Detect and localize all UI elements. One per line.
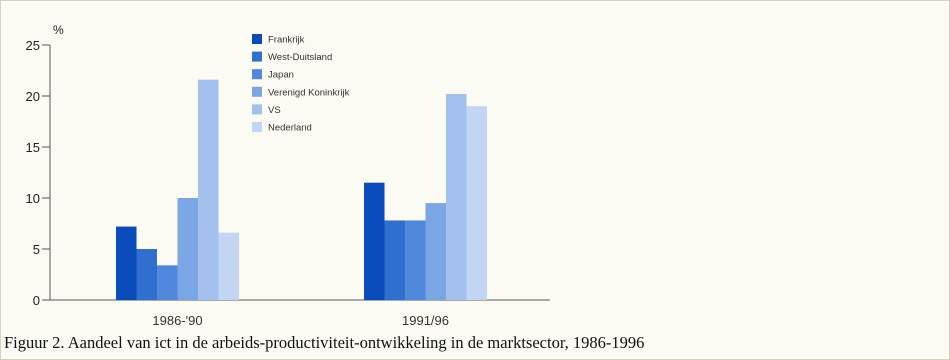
y-tick-label: 15 (26, 140, 40, 155)
figure-caption: Figuur 2. Aandeel van ict in de arbeids-… (4, 333, 645, 352)
bar (405, 220, 426, 300)
y-axis: % 0 5 10 15 20 25 (26, 23, 64, 308)
y-tick-label: 20 (26, 89, 40, 104)
bar (218, 232, 239, 300)
bar (446, 93, 467, 301)
x-axis: 1986-'90 1991/96 (50, 299, 550, 328)
legend: Frankrijk West-Duitsland Japan Verenigd Kon… (252, 34, 350, 134)
legend-item: VS (252, 104, 281, 116)
legend-label: Nederland (268, 123, 312, 134)
legend-swatch (252, 34, 262, 44)
bar-group-1 (364, 93, 487, 301)
y-tick-label: 25 (26, 38, 40, 53)
legend-label: West-Duitsland (268, 52, 332, 63)
bar-group (116, 79, 487, 301)
bar (116, 226, 137, 300)
legend-label: Verenigd Koninkrijk (268, 87, 350, 98)
legend-swatch (252, 69, 262, 80)
legend-swatch (252, 104, 262, 115)
legend-swatch (252, 122, 262, 132)
legend-label: Japan (268, 70, 294, 81)
bar (384, 220, 405, 300)
y-unit-label: % (53, 23, 64, 37)
legend-item: Verenigd Koninkrijk (252, 86, 350, 98)
bar (425, 203, 446, 300)
legend-item: Frankrijk (252, 34, 305, 46)
bar (364, 182, 385, 300)
bar (177, 198, 198, 300)
bar (136, 249, 157, 300)
x-category-label: 1986-'90 (152, 313, 202, 328)
bar-group-0 (116, 79, 239, 301)
legend-label: Frankrijk (268, 35, 305, 46)
legend-swatch (252, 86, 262, 97)
x-category-label: 1991/96 (402, 313, 449, 328)
legend-item: Nederland (252, 122, 312, 134)
y-tick-label: 0 (33, 293, 40, 308)
bar-chart: % 0 5 10 15 20 25 1986-'90 1991/96 Frankrijk Wes… (26, 23, 550, 328)
bar (157, 265, 178, 300)
bar (198, 79, 219, 301)
bar (466, 106, 487, 300)
legend-item: Japan (252, 69, 294, 81)
y-tick-label: 10 (26, 191, 40, 206)
legend-swatch (252, 51, 262, 62)
legend-item: West-Duitsland (252, 51, 332, 63)
y-tick-label: 5 (33, 242, 40, 257)
legend-label: VS (268, 105, 281, 116)
